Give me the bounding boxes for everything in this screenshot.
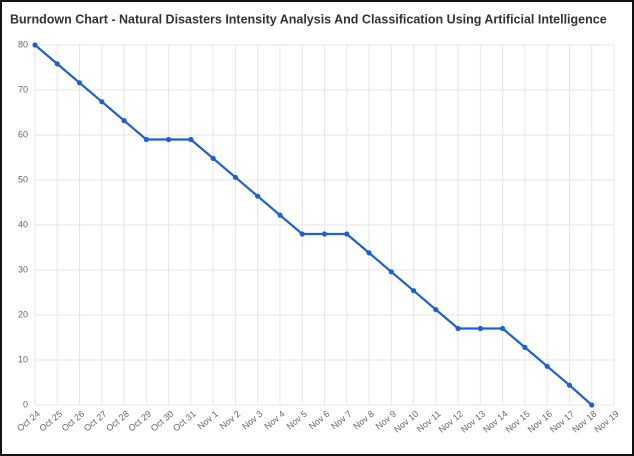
point <box>54 61 60 67</box>
x-tick-label: Oct 31 <box>171 409 198 434</box>
x-tick-label: Nov 10 <box>392 409 420 435</box>
x-tick-label: Nov 12 <box>437 409 465 435</box>
x-tick-label: Nov 16 <box>526 409 554 435</box>
x-tick-label: Nov 1 <box>196 409 220 432</box>
x-tick-label: Nov 15 <box>503 409 531 435</box>
y-tick-label: 70 <box>18 84 28 94</box>
point <box>366 250 372 256</box>
point <box>321 231 328 237</box>
y-tick-label: 30 <box>18 264 28 274</box>
x-tick-label: Nov 6 <box>307 409 331 432</box>
y-tick-label: 40 <box>18 219 28 229</box>
x-tick-label: Nov 8 <box>351 409 375 432</box>
point <box>121 118 127 124</box>
x-tick-label: Oct 24 <box>15 409 42 434</box>
y-tick-label: 50 <box>18 174 28 184</box>
point <box>166 136 172 143</box>
x-tick-label: Nov 7 <box>329 409 353 432</box>
point <box>143 136 149 143</box>
y-tick-label: 20 <box>18 309 28 319</box>
point <box>500 325 506 332</box>
point <box>299 231 305 237</box>
x-tick-label: Oct 25 <box>37 409 64 434</box>
point <box>477 325 483 332</box>
x-tick-label: Nov 18 <box>570 409 598 435</box>
x-tick-label: Oct 29 <box>126 409 153 434</box>
point <box>522 344 528 350</box>
line <box>34 44 593 406</box>
x-tick-label: Oct 28 <box>104 409 131 434</box>
point <box>388 269 394 275</box>
x-tick-label: Oct 30 <box>149 409 176 434</box>
x-tick-label: Nov 13 <box>459 409 487 435</box>
y-tick-label: 60 <box>18 129 28 139</box>
x-tick-label: Nov 19 <box>593 409 621 435</box>
point <box>410 288 417 294</box>
x-tick-label: Nov 17 <box>548 409 576 435</box>
point <box>232 174 239 180</box>
point <box>344 231 350 237</box>
x-tick-label: Nov 4 <box>262 409 286 432</box>
y-tick-label: 0 <box>23 399 28 409</box>
x-tick-label: Nov 3 <box>240 409 264 432</box>
x-tick-label: Oct 26 <box>60 409 87 434</box>
y-tick-label: 80 <box>18 39 28 49</box>
x-tick-label: Nov 5 <box>285 409 309 432</box>
x-tick-label: Nov 2 <box>218 409 242 432</box>
point <box>455 325 461 332</box>
point <box>99 99 105 105</box>
point <box>76 80 83 86</box>
point <box>277 212 283 218</box>
chart-title: Burndown Chart - Natural Disasters Inten… <box>10 12 607 26</box>
x-tick-label: Oct 27 <box>82 409 109 434</box>
point <box>32 42 38 48</box>
point <box>544 363 550 369</box>
point <box>566 382 573 388</box>
point <box>589 402 595 408</box>
x-tick-label: Nov 14 <box>481 409 509 435</box>
point <box>188 136 194 143</box>
point <box>255 193 261 199</box>
y-tick-label: 10 <box>18 354 28 364</box>
point <box>433 307 439 313</box>
point <box>210 155 216 161</box>
